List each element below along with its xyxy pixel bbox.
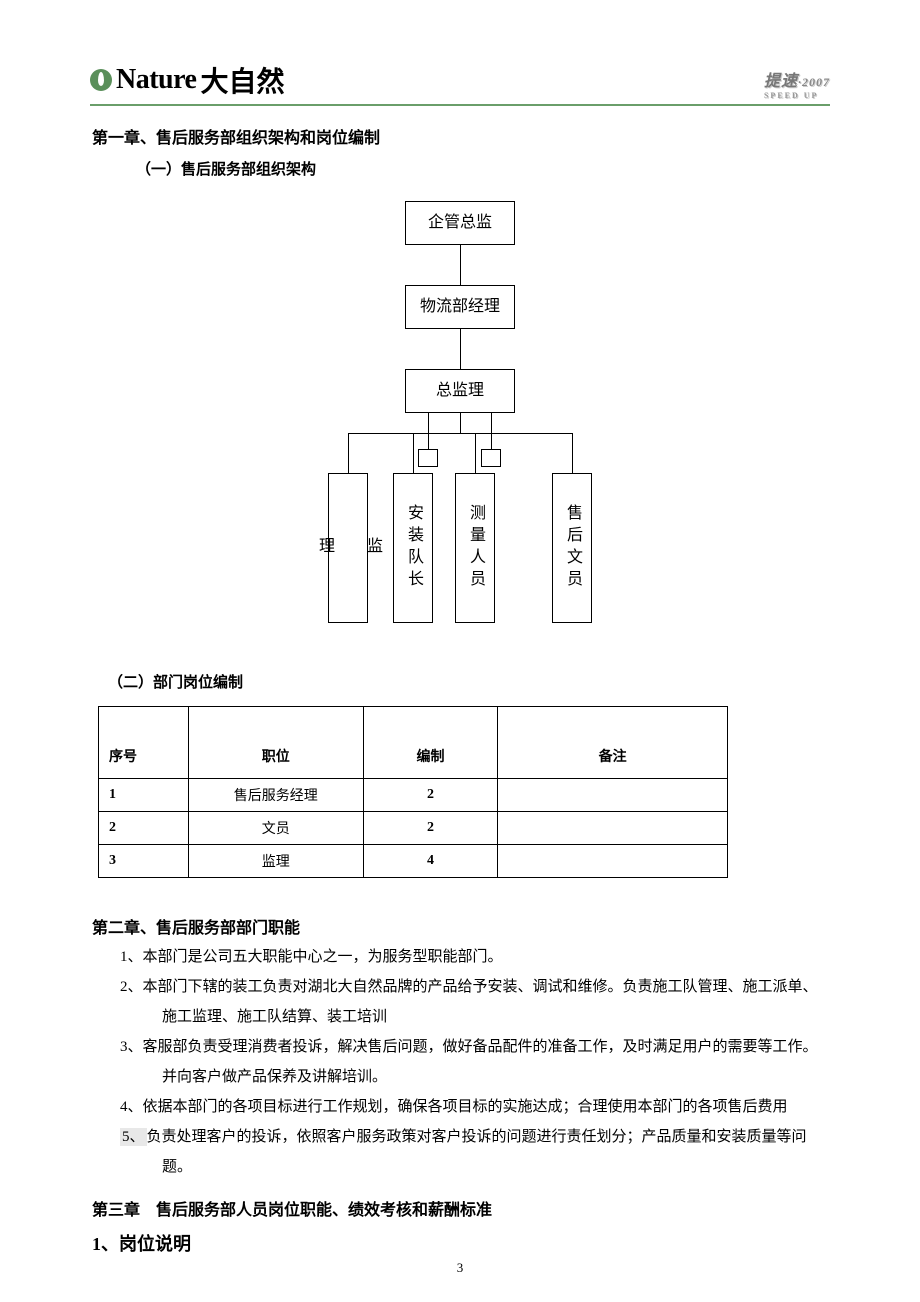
page-header: Nature 大自然 提速·2007 SPEED UP: [90, 60, 830, 106]
table-header-row: 序号 职位 编制 备注: [99, 707, 728, 779]
org-line: [348, 433, 572, 434]
cell: 监理: [188, 845, 363, 878]
list-item: 1、本部门是公司五大职能中心之一，为服务型职能部门。: [120, 942, 828, 972]
page-content: 第一章、售后服务部组织架构和岗位编制 （一）售后服务部组织架构 企管总监 物流部…: [90, 124, 830, 1256]
list-cont: 施工监理、施工队结算、装工培训: [162, 1002, 828, 1032]
org-small-box: [418, 449, 438, 467]
org-node-supervisor: 总监理: [405, 369, 515, 413]
cell: 1: [99, 779, 189, 812]
speedup-text: 提速: [764, 73, 798, 90]
org-line: [460, 245, 461, 285]
chapter3-title: 第三章 售后服务部人员岗位职能、绩效考核和薪酬标准: [92, 1196, 828, 1220]
cell: 售后服务经理: [188, 779, 363, 812]
speedup-year: ·2007: [798, 75, 830, 89]
org-line: [348, 433, 349, 473]
org-node-logistics: 物流部经理: [405, 285, 515, 329]
cell: 2: [363, 779, 498, 812]
th-remark: 备注: [498, 707, 728, 779]
page-number: 3: [0, 1260, 920, 1276]
speedup-sub: SPEED UP: [764, 91, 830, 100]
org-leaf-clerk: 售后文员: [552, 473, 592, 623]
highlighted-num: 5、: [120, 1128, 147, 1146]
chapter1-section2: （二）部门岗位编制: [108, 671, 828, 692]
org-chart: 企管总监 物流部经理 总监理 监 理 安装队长 测量人员 售后文员: [250, 201, 670, 631]
list-item: 4、依据本部门的各项目标进行工作规划，确保各项目标的实施达成；合理使用本部门的各…: [120, 1092, 828, 1122]
org-small-box: [481, 449, 501, 467]
list-cont: 并向客户做产品保养及讲解培训。: [162, 1062, 828, 1092]
list-item: 2、本部门下辖的装工负责对湖北大自然品牌的产品给予安装、调试和维修。负责施工队管…: [120, 972, 828, 1032]
cell: 4: [363, 845, 498, 878]
org-node-director: 企管总监: [405, 201, 515, 245]
list-item: 3、客服部负责受理消费者投诉，解决售后问题，做好备品配件的准备工作，及时满足用户…: [120, 1032, 828, 1092]
chapter2: 第二章、售后服务部部门职能 1、本部门是公司五大职能中心之一，为服务型职能部门。…: [92, 914, 828, 1182]
cell: [498, 779, 728, 812]
logo-left: Nature 大自然: [90, 60, 284, 100]
cell: 2: [363, 812, 498, 845]
org-line: [572, 433, 573, 473]
logo-chinese: 大自然: [200, 60, 284, 100]
list-text: 2、本部门下辖的装工负责对湖北大自然品牌的产品给予安装、调试和维修。负责施工队管…: [120, 979, 818, 995]
table-row: 1 售后服务经理 2: [99, 779, 728, 812]
org-leaf-measure: 测量人员: [455, 473, 495, 623]
org-line: [475, 433, 476, 473]
logo-english: Nature: [116, 64, 196, 96]
chapter1-section1: （一）售后服务部组织架构: [136, 158, 828, 179]
list-item: 5、负责处理客户的投诉，依照客户服务政策对客户投诉的问题进行责任划分；产品质量和…: [120, 1122, 828, 1182]
table-row: 3 监理 4: [99, 845, 728, 878]
org-leaf-jianli: 监 理: [328, 473, 368, 623]
cell: [498, 812, 728, 845]
org-line: [460, 413, 461, 433]
table-row: 2 文员 2: [99, 812, 728, 845]
chapter3-section: 1、岗位说明: [92, 1230, 828, 1256]
cell: 3: [99, 845, 189, 878]
logo-right: 提速·2007 SPEED UP: [764, 67, 830, 100]
org-line: [413, 433, 414, 473]
leaf-icon: [90, 69, 112, 91]
cell: 2: [99, 812, 189, 845]
dept-table: 序号 职位 编制 备注 1 售后服务经理 2 2 文员 2 3 监理: [98, 706, 728, 878]
org-line: [460, 329, 461, 369]
org-line: [491, 413, 492, 449]
cell: 文员: [188, 812, 363, 845]
th-index: 序号: [99, 707, 189, 779]
list-cont: 题。: [162, 1152, 828, 1182]
list-text: 3、客服部负责受理消费者投诉，解决售后问题，做好备品配件的准备工作，及时满足用户…: [120, 1039, 818, 1055]
org-leaf-captain: 安装队长: [393, 473, 433, 623]
th-position: 职位: [188, 707, 363, 779]
org-line: [428, 413, 429, 449]
th-count: 编制: [363, 707, 498, 779]
list-text: 负责处理客户的投诉，依照客户服务政策对客户投诉的问题进行责任划分；产品质量和安装…: [147, 1129, 807, 1145]
chapter1-title: 第一章、售后服务部组织架构和岗位编制: [92, 124, 828, 148]
cell: [498, 845, 728, 878]
chapter2-title: 第二章、售后服务部部门职能: [92, 914, 828, 938]
